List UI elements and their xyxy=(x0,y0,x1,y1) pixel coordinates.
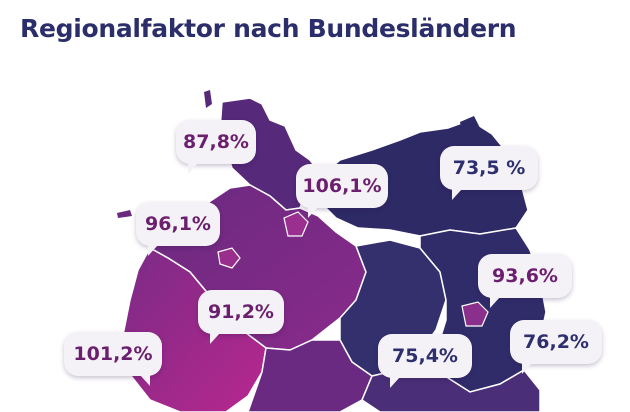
value-label: 87,8% xyxy=(183,131,249,153)
value-bubble-hamburg: 106,1% xyxy=(296,164,388,218)
value-label: 96,1% xyxy=(145,213,211,235)
value-bubble-brandenburg: 76,2% xyxy=(510,320,602,374)
value-bubble-nrw: 101,2% xyxy=(64,332,162,386)
value-bubble-mecklenburg: 73,5 % xyxy=(440,146,538,200)
island-north xyxy=(204,90,212,108)
region-bremen xyxy=(217,247,241,269)
region-hamburg xyxy=(283,211,309,237)
island-west xyxy=(117,210,132,218)
value-label: 106,1% xyxy=(302,175,382,197)
value-bubble-berlin: 93,6% xyxy=(478,254,572,308)
value-bubble-niedersachsen: 91,2% xyxy=(198,290,284,344)
value-bubble-schleswig-holstein: 87,8% xyxy=(176,120,256,174)
value-label: 75,4% xyxy=(392,345,458,367)
value-label: 93,6% xyxy=(492,265,558,287)
value-label: 101,2% xyxy=(73,343,153,365)
region-berlin xyxy=(461,301,489,327)
map-title: Regionalfaktor nach Bundesländern xyxy=(20,14,517,43)
value-label: 91,2% xyxy=(208,301,274,323)
value-bubble-sachsen-anhalt: 75,4% xyxy=(378,334,472,388)
value-label: 73,5 % xyxy=(452,157,526,179)
value-bubble-bremen: 96,1% xyxy=(136,202,220,256)
value-label: 76,2% xyxy=(523,331,589,353)
island-ruegen xyxy=(460,116,480,136)
